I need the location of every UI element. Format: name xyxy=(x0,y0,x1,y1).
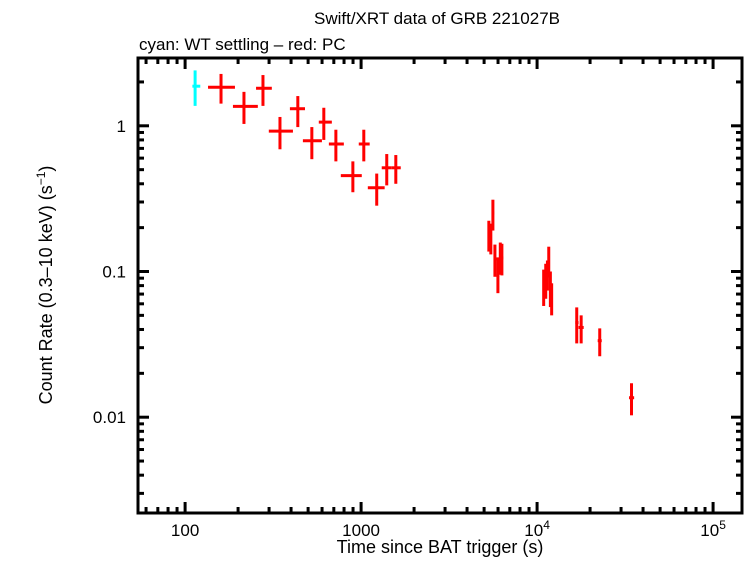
y-axis-label: Count Rate (0.3–10 keV) (s−1) xyxy=(34,166,56,405)
plot-frame xyxy=(136,56,744,515)
data-point xyxy=(381,154,392,186)
data-point xyxy=(578,315,584,344)
data-point xyxy=(500,243,504,276)
data-point xyxy=(491,199,495,231)
data-point xyxy=(575,307,579,344)
y-tick-label: 1 xyxy=(117,117,126,136)
data-point xyxy=(489,223,493,255)
data-point xyxy=(268,116,293,150)
data-point xyxy=(192,70,201,106)
tick-labels: 100 1000 104 105 1 0.1 0.01 xyxy=(93,117,726,540)
x-tick-label: 100 xyxy=(171,521,199,540)
data-point xyxy=(391,155,401,184)
data-point xyxy=(340,161,362,193)
chart-subtitle: cyan: WT settling – red: PC xyxy=(139,35,346,54)
data-points xyxy=(192,70,635,416)
data-point xyxy=(547,246,551,278)
data-point xyxy=(358,129,370,162)
data-point xyxy=(629,383,635,416)
y-tick-label: 0.01 xyxy=(93,408,126,427)
x-axis-label: Time since BAT trigger (s) xyxy=(337,537,544,557)
data-point xyxy=(493,244,497,277)
y-tick-label: 0.1 xyxy=(102,262,126,281)
x-tick-label: 105 xyxy=(700,518,726,540)
data-point xyxy=(496,257,500,294)
data-point xyxy=(328,129,344,162)
axis-ticks xyxy=(138,58,742,513)
x-tick-label: 104 xyxy=(524,518,550,540)
data-point xyxy=(232,91,258,124)
chart-title: Swift/XRT data of GRB 221027B xyxy=(314,9,560,28)
x-tick-label: 1000 xyxy=(342,521,380,540)
data-point xyxy=(256,75,272,106)
data-point xyxy=(208,73,235,104)
data-point xyxy=(318,107,332,140)
data-point xyxy=(367,173,385,206)
data-point xyxy=(302,127,322,160)
data-point xyxy=(289,96,305,128)
data-point xyxy=(597,328,602,357)
data-point xyxy=(550,283,554,316)
